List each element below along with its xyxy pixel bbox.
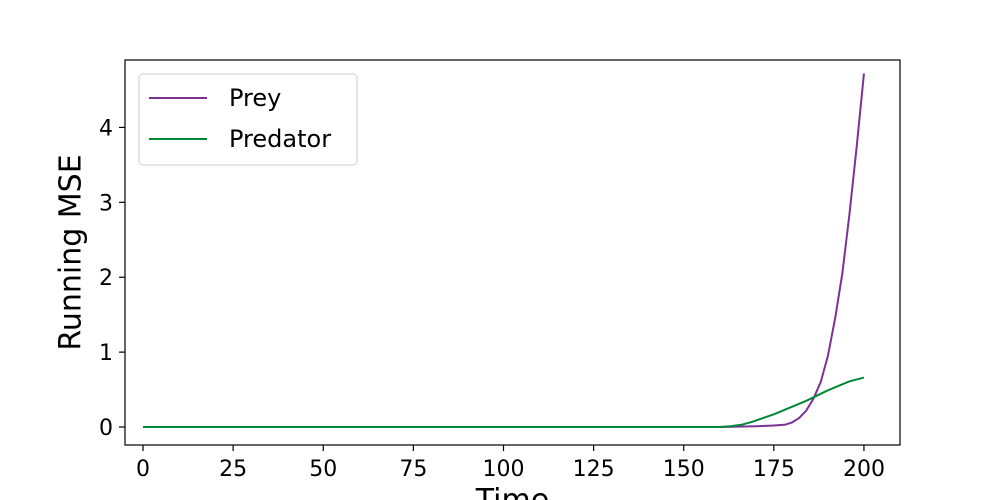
x-axis: 0 25 50 75 100 125 150 175 200 <box>136 445 885 482</box>
legend-label-prey: Prey <box>229 84 281 112</box>
series-layer <box>143 73 865 429</box>
x-tick-label: 75 <box>399 457 427 482</box>
y-tick-label: 1 <box>99 341 113 366</box>
y-axis-label: Running MSE <box>54 154 89 350</box>
y-tick-label: 0 <box>99 416 113 441</box>
legend-label-predator: Predator <box>229 125 331 153</box>
y-tick-label: 2 <box>99 266 113 291</box>
legend: Prey Predator <box>138 73 358 166</box>
x-tick-label: 175 <box>753 457 795 482</box>
x-tick-label: 25 <box>219 457 247 482</box>
x-tick-label: 50 <box>309 457 337 482</box>
y-tick-label: 3 <box>99 191 113 216</box>
series-line-predator <box>143 376 865 429</box>
legend-box <box>138 73 358 166</box>
y-tick-label: 4 <box>99 116 113 141</box>
x-tick-label: 125 <box>573 457 615 482</box>
x-axis-label: Time <box>475 483 549 500</box>
x-tick-label: 150 <box>663 457 705 482</box>
x-tick-label: 0 <box>136 457 150 482</box>
x-tick-label: 100 <box>482 457 524 482</box>
x-tick-label: 200 <box>843 457 885 482</box>
y-axis: 0 1 2 3 4 <box>99 116 125 441</box>
